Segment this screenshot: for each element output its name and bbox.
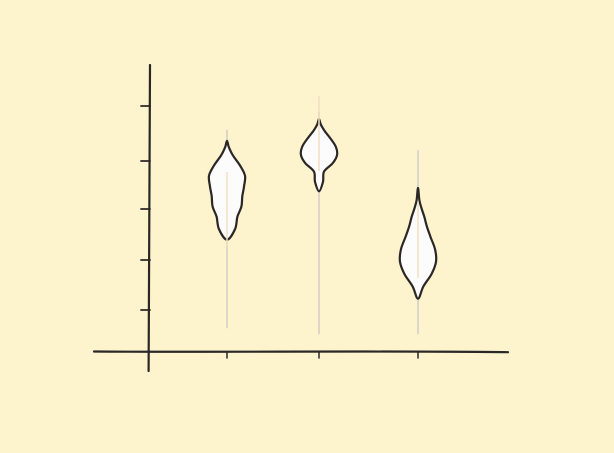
- axes: [92, 63, 510, 373]
- axis-ticks: [140, 105, 419, 359]
- median-lines: [226, 96, 419, 278]
- y-axis: [147, 63, 152, 373]
- x-axis: [92, 350, 510, 354]
